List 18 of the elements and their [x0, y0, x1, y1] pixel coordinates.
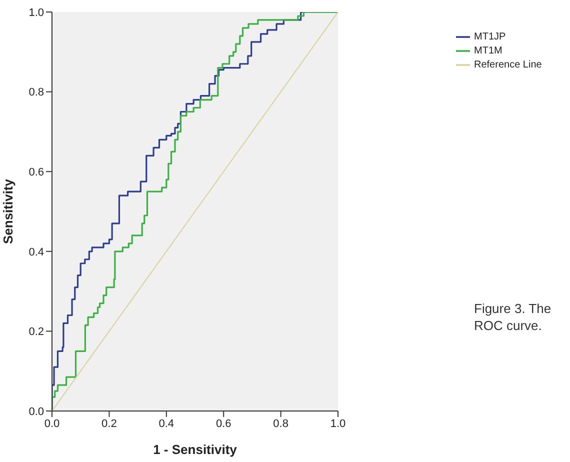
x-tick-label: 0.6	[216, 418, 232, 430]
y-axis-title: Sensitivity	[0, 178, 16, 244]
legend-label: MT1M	[474, 46, 502, 57]
legend-label: Reference Line	[474, 60, 542, 71]
x-tick-label: 0.0	[44, 418, 60, 430]
y-tick-label: 0.0	[28, 406, 44, 418]
legend-label: MT1JP	[474, 32, 506, 43]
x-tick-label: 1.0	[330, 418, 346, 430]
y-tick-label: 0.8	[28, 86, 44, 99]
y-tick-label: 0.2	[28, 326, 44, 338]
x-axis-title: 1 - Sensitivity	[153, 442, 238, 457]
x-tick-label: 0.8	[273, 418, 288, 430]
y-tick-label: 0.6	[28, 166, 44, 179]
x-tick-label: 0.2	[102, 418, 117, 430]
x-tick-label: 0.4	[158, 418, 174, 430]
caption: Figure 3. The ROC curve.	[474, 300, 552, 334]
y-tick-label: 1.0	[28, 6, 44, 19]
y-tick-label: 0.4	[28, 246, 44, 258]
